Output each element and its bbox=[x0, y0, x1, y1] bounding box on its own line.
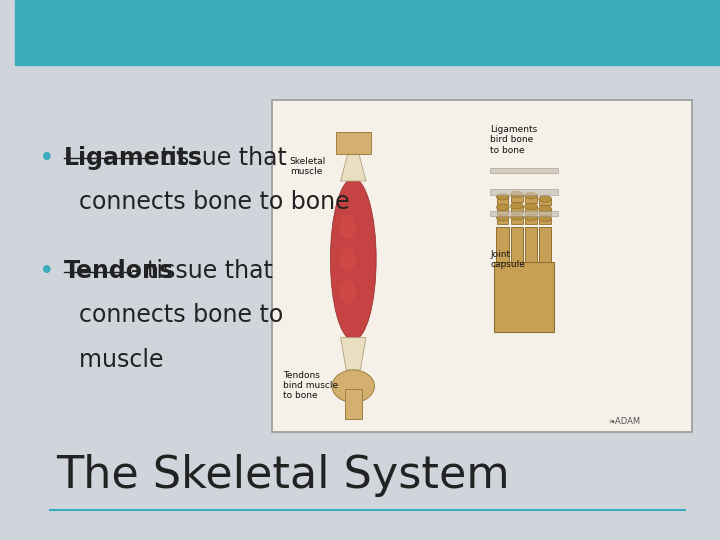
Ellipse shape bbox=[340, 280, 356, 304]
Text: The Skeletal System: The Skeletal System bbox=[56, 454, 510, 497]
Ellipse shape bbox=[332, 370, 374, 402]
Text: Ligaments: Ligaments bbox=[64, 146, 203, 170]
Text: - tissue that: - tissue that bbox=[145, 146, 287, 170]
Ellipse shape bbox=[539, 195, 552, 202]
Ellipse shape bbox=[539, 205, 552, 212]
Ellipse shape bbox=[497, 193, 509, 200]
Text: Tendons
bind muscle
to bone: Tendons bind muscle to bone bbox=[283, 370, 338, 400]
Text: Ligaments
bird bone
to bone: Ligaments bird bone to bone bbox=[490, 125, 538, 154]
Bar bbox=[539, 227, 552, 262]
Bar bbox=[526, 217, 536, 225]
Text: •: • bbox=[40, 259, 55, 285]
Ellipse shape bbox=[330, 178, 377, 340]
Text: connects bone to bone: connects bone to bone bbox=[64, 190, 350, 214]
Bar bbox=[525, 227, 537, 262]
Text: muscle: muscle bbox=[64, 348, 163, 372]
Text: •: • bbox=[40, 146, 55, 172]
Ellipse shape bbox=[497, 204, 509, 211]
Ellipse shape bbox=[510, 214, 523, 220]
Bar bbox=[526, 206, 536, 213]
Polygon shape bbox=[341, 338, 366, 370]
Ellipse shape bbox=[525, 192, 537, 199]
Bar bbox=[510, 227, 523, 262]
Text: - tissue that: - tissue that bbox=[131, 259, 273, 283]
Bar bbox=[526, 195, 536, 202]
Bar bbox=[539, 199, 551, 205]
Bar bbox=[497, 197, 508, 204]
Bar bbox=[490, 211, 558, 216]
Bar bbox=[336, 132, 371, 154]
Bar bbox=[490, 167, 558, 173]
Bar bbox=[511, 194, 523, 202]
Text: Tendons: Tendons bbox=[64, 259, 174, 283]
Text: Joint
capsule: Joint capsule bbox=[490, 249, 526, 269]
Bar bbox=[345, 389, 361, 419]
Bar bbox=[539, 218, 551, 225]
Ellipse shape bbox=[510, 191, 523, 198]
Ellipse shape bbox=[539, 215, 552, 221]
Bar bbox=[511, 217, 523, 225]
Bar bbox=[497, 207, 508, 214]
Ellipse shape bbox=[525, 203, 537, 210]
Text: ❧ADAM: ❧ADAM bbox=[608, 416, 640, 426]
Ellipse shape bbox=[510, 202, 523, 209]
Bar bbox=[272, 100, 692, 432]
Ellipse shape bbox=[340, 247, 356, 272]
Bar bbox=[15, 0, 720, 65]
Ellipse shape bbox=[525, 214, 537, 220]
Bar bbox=[539, 208, 551, 215]
Bar bbox=[497, 227, 509, 262]
Bar bbox=[497, 218, 508, 225]
Ellipse shape bbox=[497, 214, 509, 221]
Bar bbox=[490, 190, 558, 195]
Text: Skeletal
muscle: Skeletal muscle bbox=[290, 157, 326, 176]
Bar bbox=[511, 206, 523, 213]
Ellipse shape bbox=[340, 215, 356, 239]
Bar bbox=[495, 262, 554, 332]
Polygon shape bbox=[341, 154, 366, 181]
Text: connects bone to: connects bone to bbox=[64, 303, 284, 327]
